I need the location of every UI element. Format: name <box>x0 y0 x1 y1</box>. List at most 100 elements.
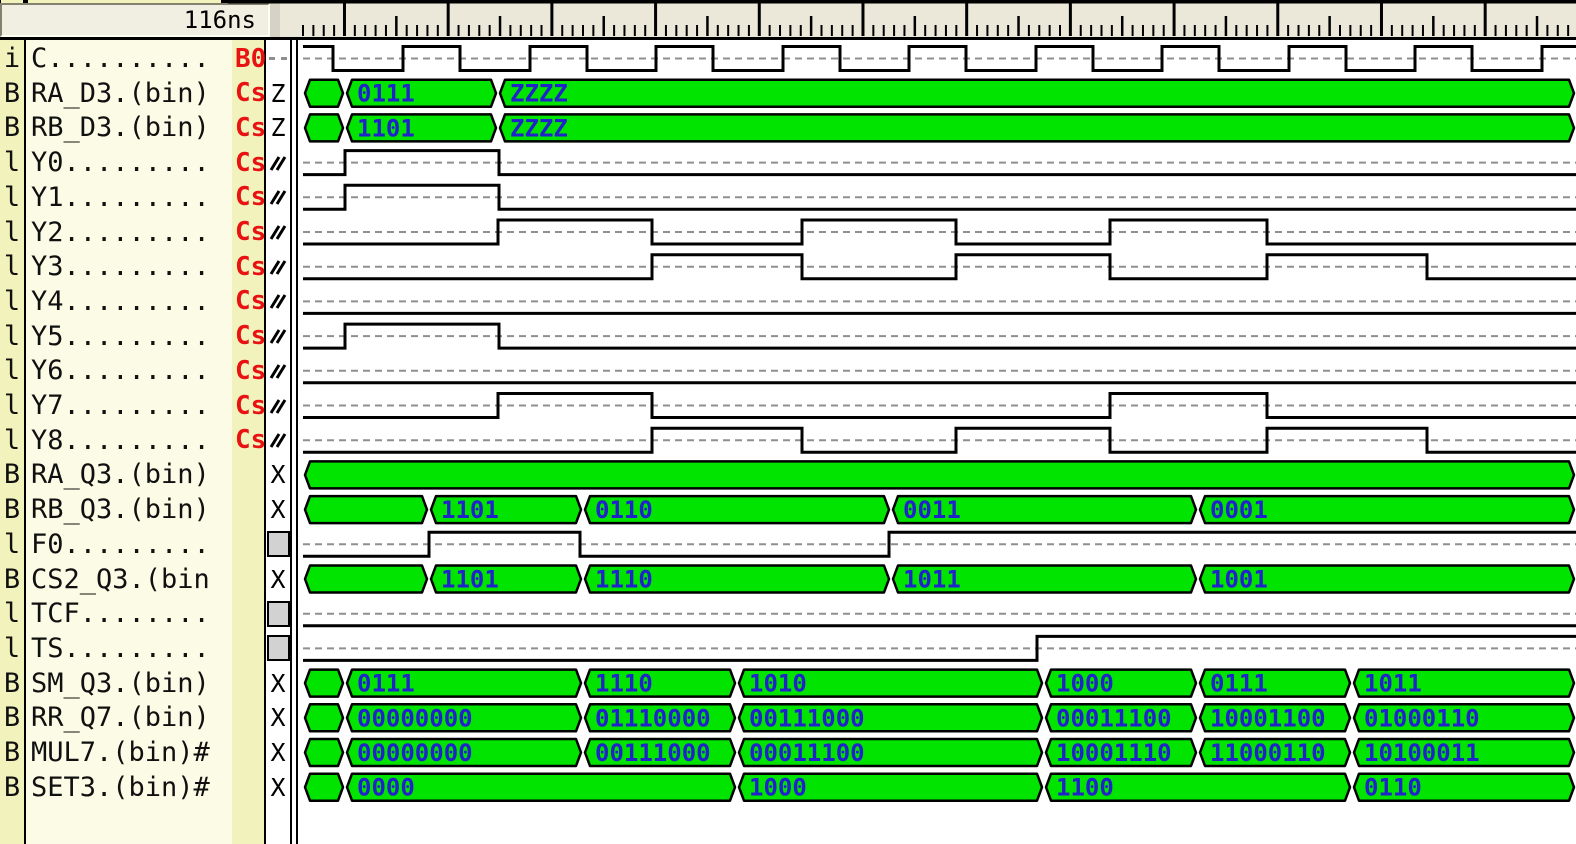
signal-row[interactable]: l Y8......... Cs <box>0 423 300 458</box>
signal-row[interactable]: B RA_Q3.(bin) X <box>0 457 300 492</box>
zigzag-icon <box>269 259 287 275</box>
signal-type: B <box>3 77 21 109</box>
signal-marker: Cs <box>235 251 267 282</box>
signal-name: Y2......... <box>31 216 210 248</box>
value-indicator <box>265 180 291 215</box>
signal-row[interactable]: l Y5......... Cs <box>0 319 300 354</box>
zigzag-icon <box>269 155 287 171</box>
signal-name: Y3......... <box>31 251 210 283</box>
panel-wave-gap <box>292 40 296 844</box>
signal-marker: Cs <box>235 78 267 109</box>
signal-row[interactable]: l Y1......... Cs <box>0 180 300 215</box>
svg-text:0111: 0111 <box>1210 670 1268 698</box>
signal-type: l <box>3 251 21 283</box>
svg-text:1000: 1000 <box>1056 670 1114 698</box>
svg-text:1000: 1000 <box>749 774 807 802</box>
signal-name: Y0......... <box>31 147 210 179</box>
signal-row[interactable]: B SET3.(bin)# X <box>0 770 300 805</box>
signal-name: TS......... <box>31 632 210 664</box>
signal-row[interactable]: l Y2......... Cs <box>0 215 300 250</box>
signal-list: i C.......... B0 B RA_D3.(bin) Cs Z B RB_D3.(bin… <box>0 40 300 844</box>
svg-text:00011100: 00011100 <box>1056 704 1172 732</box>
signal-type: B <box>3 494 21 526</box>
signal-name: RA_Q3.(bin) <box>31 459 210 491</box>
signal-row[interactable]: B MUL7.(bin)# X <box>0 735 300 770</box>
signal-type: B <box>3 702 21 734</box>
top-cell-fragment <box>28 0 221 3</box>
svg-text:0000: 0000 <box>357 774 415 802</box>
signal-row[interactable]: B CS2_Q3.(bin X <box>0 562 300 597</box>
signal-row[interactable]: B RB_D3.(bin) Cs Z <box>0 110 300 145</box>
cursor-time-display: 116ns <box>0 3 270 37</box>
signal-value-column <box>266 40 290 844</box>
signal-row[interactable]: i C.......... B0 <box>0 41 300 76</box>
value-indicator <box>265 423 291 458</box>
value-indicator: X <box>270 738 286 767</box>
svg-text:00000000: 00000000 <box>357 739 473 767</box>
signal-name: MUL7.(bin)# <box>31 737 210 768</box>
signal-name: RB_Q3.(bin) <box>31 494 210 526</box>
svg-text:00000000: 00000000 <box>357 704 473 732</box>
signal-name-column <box>26 40 232 844</box>
signal-name: RR_Q7.(bin) <box>31 702 210 734</box>
signal-type: B <box>3 737 21 768</box>
table-top-border <box>0 37 1576 40</box>
signal-type: l <box>3 147 21 179</box>
value-indicator <box>265 145 291 180</box>
signal-name: Y5......... <box>31 320 210 352</box>
signal-type: l <box>3 285 21 317</box>
signal-type: l <box>3 390 21 421</box>
svg-text:00111000: 00111000 <box>595 739 711 767</box>
top-cell-fragment <box>1 0 23 3</box>
signal-type-column <box>0 40 24 844</box>
column-divider <box>24 40 26 844</box>
svg-text:1100: 1100 <box>1056 774 1114 802</box>
panel-wave-divider <box>296 40 298 844</box>
zigzag-icon <box>269 225 287 240</box>
gray-box-icon <box>266 531 290 558</box>
value-indicator: X <box>270 703 286 733</box>
value-indicator <box>265 41 291 76</box>
signal-marker: Cs <box>235 147 267 178</box>
signal-row[interactable]: l Y4......... Cs <box>0 284 300 319</box>
signal-name: SM_Q3.(bin) <box>31 667 210 699</box>
svg-text:0110: 0110 <box>1364 774 1422 802</box>
signal-row[interactable]: l Y0......... Cs <box>0 145 300 180</box>
signal-row[interactable]: B RR_Q7.(bin) X <box>0 700 300 735</box>
signal-row[interactable]: l Y7......... Cs <box>0 388 300 423</box>
value-indicator <box>265 631 291 666</box>
signal-marker: Cs <box>235 112 267 143</box>
cursor-time-value: 116ns <box>183 6 256 34</box>
signal-marker: Cs <box>235 425 267 456</box>
svg-text:0111: 0111 <box>357 80 415 108</box>
signal-type: l <box>3 320 21 352</box>
svg-text:0001: 0001 <box>1210 496 1268 524</box>
value-indicator <box>265 284 291 319</box>
signal-row[interactable]: l TCF........ <box>0 596 300 631</box>
signal-row[interactable]: l Y6......... Cs <box>0 353 300 388</box>
zigzag-icon <box>269 190 287 206</box>
signal-type: B <box>3 112 21 144</box>
svg-text:ZZZZ: ZZZZ <box>510 114 568 142</box>
signal-name: TCF........ <box>31 598 210 630</box>
signal-row[interactable]: B SM_Q3.(bin) X <box>0 666 300 701</box>
signal-row[interactable]: B RB_Q3.(bin) X <box>0 492 300 527</box>
value-indicator <box>265 353 291 388</box>
signal-name: Y8......... <box>31 424 210 456</box>
svg-text:0011: 0011 <box>903 496 961 524</box>
value-indicator: X <box>270 495 286 525</box>
signal-name: C.......... <box>31 43 210 74</box>
signal-type: l <box>3 632 21 664</box>
svg-text:0110: 0110 <box>595 496 653 524</box>
signal-row[interactable]: l TS......... <box>0 631 300 666</box>
svg-text:00111000: 00111000 <box>749 704 865 732</box>
signal-row[interactable]: l F0......... <box>0 527 300 562</box>
value-indicator: Z <box>270 78 286 108</box>
signal-type: i <box>3 43 21 74</box>
signal-marker: Cs <box>235 182 267 213</box>
signal-type: l <box>3 528 21 560</box>
signal-row[interactable]: l Y3......... Cs <box>0 249 300 284</box>
signal-row[interactable]: B RA_D3.(bin) Cs Z <box>0 76 300 111</box>
dash-mark-icon <box>269 57 287 60</box>
